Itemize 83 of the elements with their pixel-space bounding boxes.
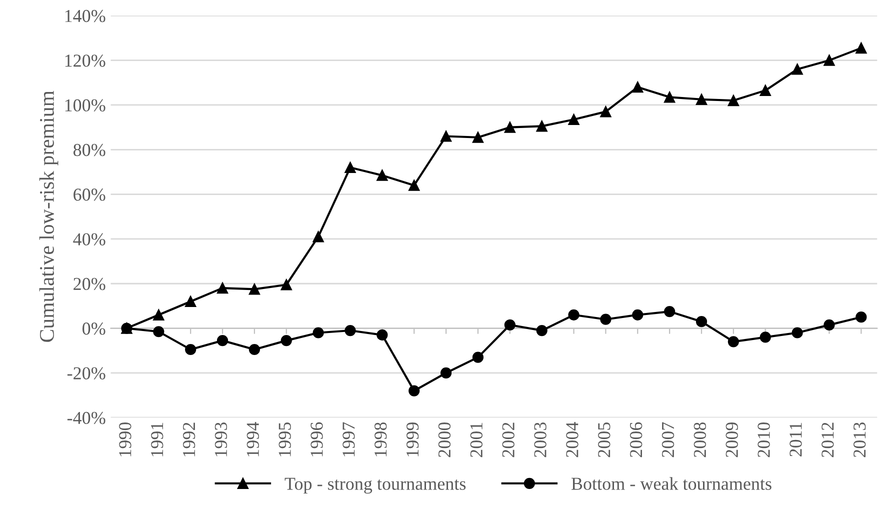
point bbox=[344, 162, 356, 174]
x-tick-label: 2009 bbox=[726, 422, 738, 458]
y-tick-label: -40% bbox=[67, 412, 106, 424]
x-tick-label: 2003 bbox=[534, 422, 546, 458]
point bbox=[408, 180, 420, 191]
point bbox=[696, 316, 708, 328]
point bbox=[376, 170, 388, 181]
x-tick-label: 2001 bbox=[470, 422, 482, 458]
point bbox=[856, 42, 867, 54]
x-tick-label: 1996 bbox=[310, 422, 323, 456]
y-tick-label: 60% bbox=[74, 188, 106, 201]
y-tick-label: 20% bbox=[74, 278, 106, 290]
point bbox=[760, 84, 771, 96]
point bbox=[632, 309, 644, 320]
y-tick-label: 140% bbox=[65, 10, 106, 22]
x-tick-label: 2004 bbox=[566, 422, 578, 458]
x-tick-label: 2005 bbox=[598, 422, 610, 458]
x-tick-label: 1998 bbox=[374, 422, 387, 456]
point bbox=[216, 335, 228, 346]
point bbox=[536, 120, 548, 132]
point bbox=[600, 314, 612, 325]
y-tick-label: 40% bbox=[73, 233, 106, 246]
point bbox=[728, 336, 739, 348]
legend-label: Top - strong tournaments bbox=[284, 478, 466, 494]
point bbox=[472, 352, 484, 363]
point bbox=[280, 279, 292, 290]
x-tick-label: 2000 bbox=[438, 422, 451, 458]
point bbox=[696, 94, 708, 105]
x-tick-label: 2006 bbox=[630, 422, 642, 458]
point bbox=[664, 306, 676, 318]
point bbox=[248, 344, 260, 356]
x-tick-label: 1992 bbox=[182, 422, 196, 456]
x-tick-label: 1993 bbox=[214, 422, 228, 456]
x-tick-label: 1990 bbox=[119, 422, 132, 456]
x-tick-label: 1991 bbox=[151, 422, 164, 456]
point bbox=[280, 335, 292, 346]
y-tick-label: 120% bbox=[65, 54, 106, 67]
x-tick-label: 2010 bbox=[758, 422, 770, 458]
point bbox=[632, 82, 644, 93]
point bbox=[344, 324, 356, 336]
point bbox=[664, 92, 676, 103]
y-axis-title: Cumulative low-risk premium bbox=[39, 90, 58, 342]
point bbox=[568, 114, 580, 126]
x-tick-label: 2007 bbox=[662, 422, 674, 458]
point bbox=[792, 64, 803, 75]
point bbox=[440, 130, 452, 142]
point bbox=[504, 319, 516, 330]
point bbox=[153, 326, 164, 338]
y-tick-label: 100% bbox=[65, 99, 106, 112]
point bbox=[376, 329, 388, 341]
x-tick-label: 2013 bbox=[854, 422, 866, 458]
x-tick-label: 2008 bbox=[694, 422, 706, 458]
point bbox=[472, 132, 484, 143]
x-tick-label: 1999 bbox=[406, 422, 419, 456]
x-tick-label: 2002 bbox=[502, 422, 514, 458]
x-tick-label: 2012 bbox=[822, 422, 834, 458]
x-tick-label: 2011 bbox=[790, 422, 802, 456]
x-tick-label: 1997 bbox=[342, 422, 355, 456]
point bbox=[792, 327, 803, 338]
x-tick-label: 1995 bbox=[278, 422, 291, 456]
point bbox=[728, 94, 739, 106]
point bbox=[760, 332, 771, 343]
point bbox=[824, 54, 835, 66]
point bbox=[408, 385, 420, 396]
point bbox=[185, 344, 196, 356]
point bbox=[440, 367, 452, 378]
legend-label: Bottom - weak tournaments bbox=[571, 477, 772, 490]
point bbox=[568, 309, 580, 320]
y-tick-label: 80% bbox=[73, 144, 106, 156]
point bbox=[185, 296, 196, 308]
point bbox=[856, 312, 867, 323]
point bbox=[153, 309, 164, 320]
y-tick-label: 0% bbox=[82, 322, 106, 335]
point bbox=[600, 106, 612, 118]
point bbox=[824, 319, 835, 330]
point bbox=[536, 324, 548, 336]
x-tick-label: 1994 bbox=[246, 422, 259, 456]
point bbox=[312, 231, 324, 242]
point bbox=[312, 327, 324, 338]
point bbox=[216, 282, 228, 294]
point bbox=[248, 284, 260, 295]
point bbox=[504, 122, 516, 133]
y-tick-label: -20% bbox=[67, 367, 106, 380]
